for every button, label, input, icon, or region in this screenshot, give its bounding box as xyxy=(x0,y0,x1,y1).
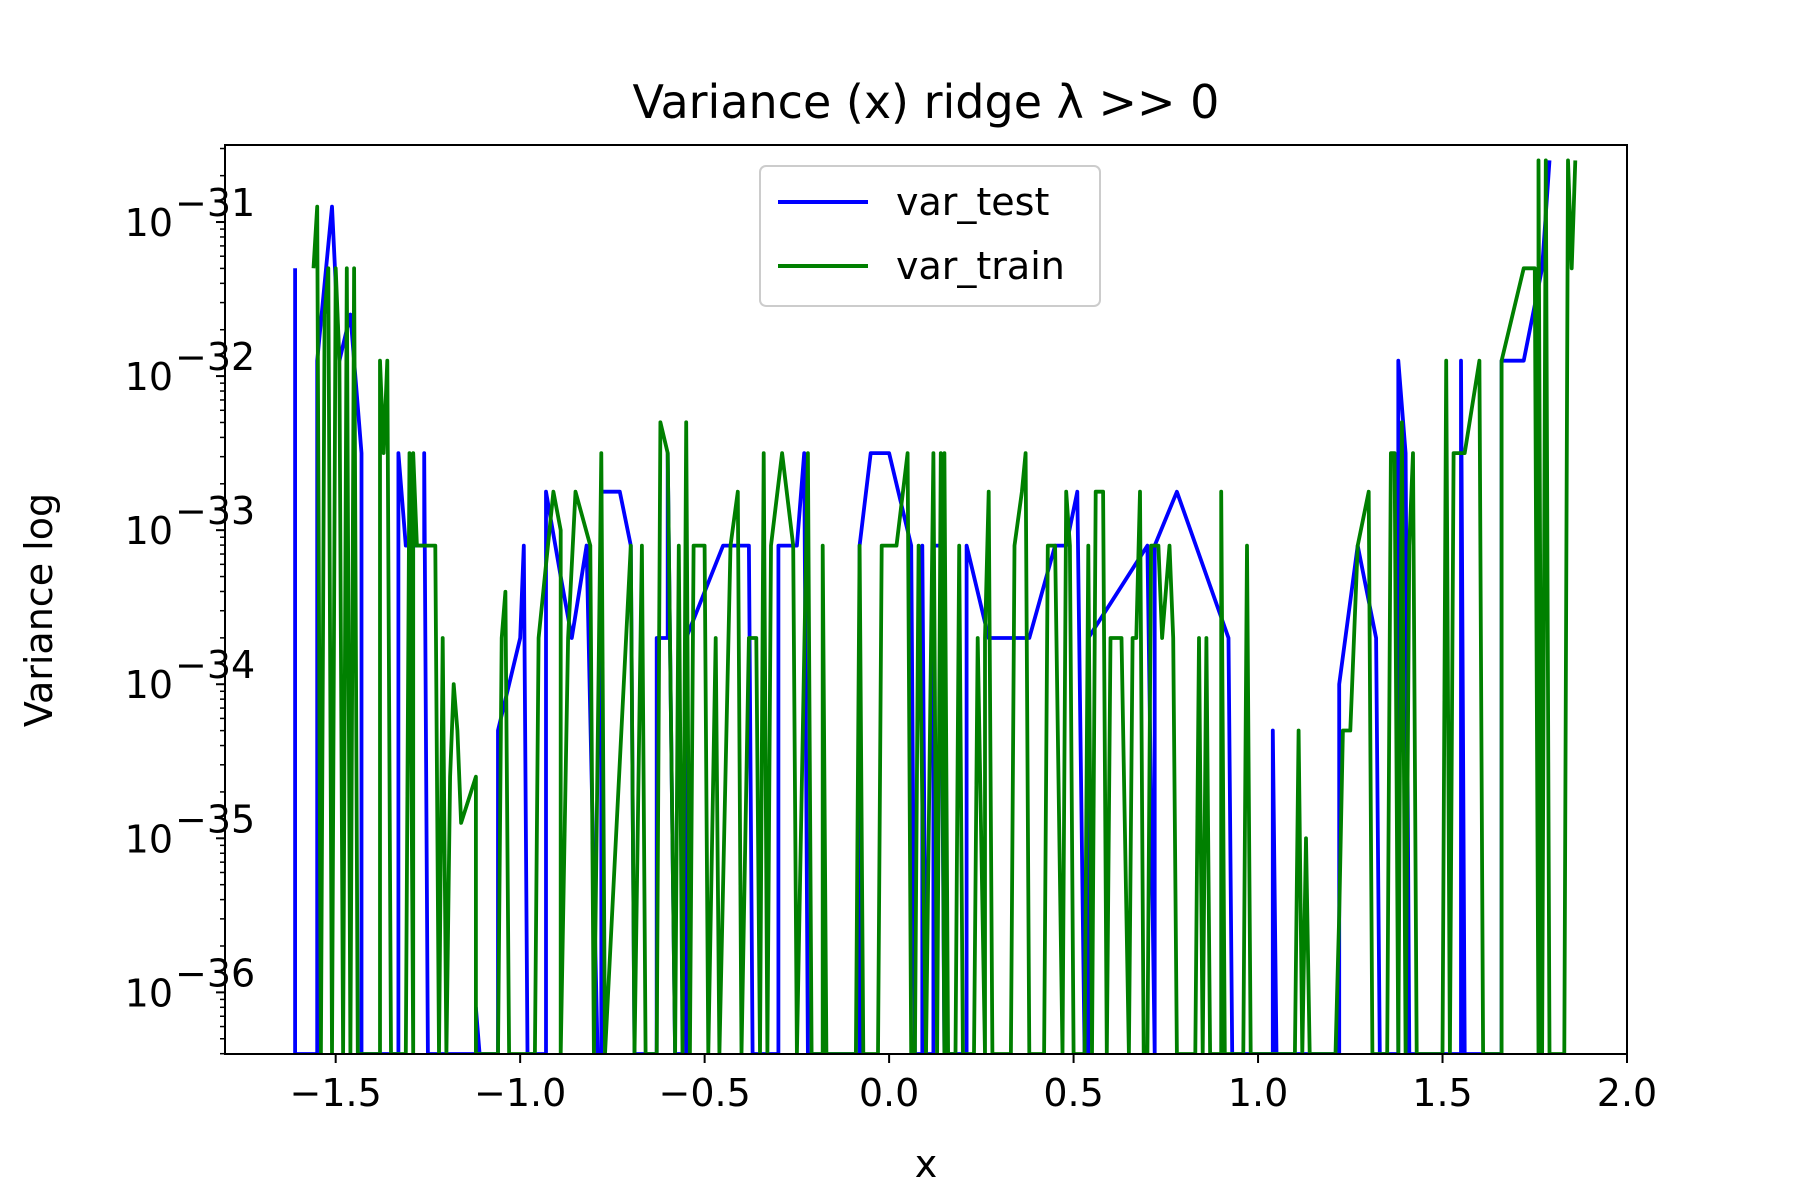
y-tick-exponent: −32 xyxy=(175,335,255,379)
y-tick-label: 10 xyxy=(125,509,173,553)
y-tick-label: 10 xyxy=(125,663,173,707)
series-line-var-train xyxy=(311,158,1578,1054)
x-tick-label: 1.0 xyxy=(1228,1071,1288,1115)
y-tick-exponent: −35 xyxy=(175,797,255,841)
y-tick-exponent: −31 xyxy=(175,181,255,225)
y-tick-label: 10 xyxy=(125,201,173,245)
chart-title: Variance (x) ridge λ >> 0 xyxy=(633,75,1220,129)
y-tick-exponent: −33 xyxy=(175,489,255,533)
plot-frame xyxy=(224,144,1628,1055)
y-tick-exponent: −36 xyxy=(175,951,255,995)
legend-label-var-test: var_test xyxy=(896,180,1049,224)
x-tick-label: −1.0 xyxy=(474,1071,566,1115)
series-group xyxy=(293,158,1578,1054)
x-tick-label: 1.5 xyxy=(1412,1071,1472,1115)
x-tick-label: 0.0 xyxy=(859,1071,919,1115)
y-tick-exponent: −34 xyxy=(175,643,255,687)
x-tick-label: 0.5 xyxy=(1043,1071,1103,1115)
x-tick-label: 2.0 xyxy=(1597,1071,1657,1115)
legend: var_test var_train xyxy=(759,165,1101,307)
x-tick-label: −1.5 xyxy=(290,1071,382,1115)
x-axis: −1.5 −1.0 −0.5 0.0 0.5 1.0 1.5 2.0 xyxy=(290,1054,1657,1115)
y-tick-label: 10 xyxy=(125,971,173,1015)
x-tick-label: −0.5 xyxy=(658,1071,750,1115)
legend-label-var-train: var_train xyxy=(896,244,1065,288)
y-tick-label: 10 xyxy=(125,355,173,399)
y-tick-label: 10 xyxy=(125,817,173,861)
x-axis-label: x xyxy=(915,1142,938,1186)
y-axis-label: Variance log xyxy=(17,493,61,727)
